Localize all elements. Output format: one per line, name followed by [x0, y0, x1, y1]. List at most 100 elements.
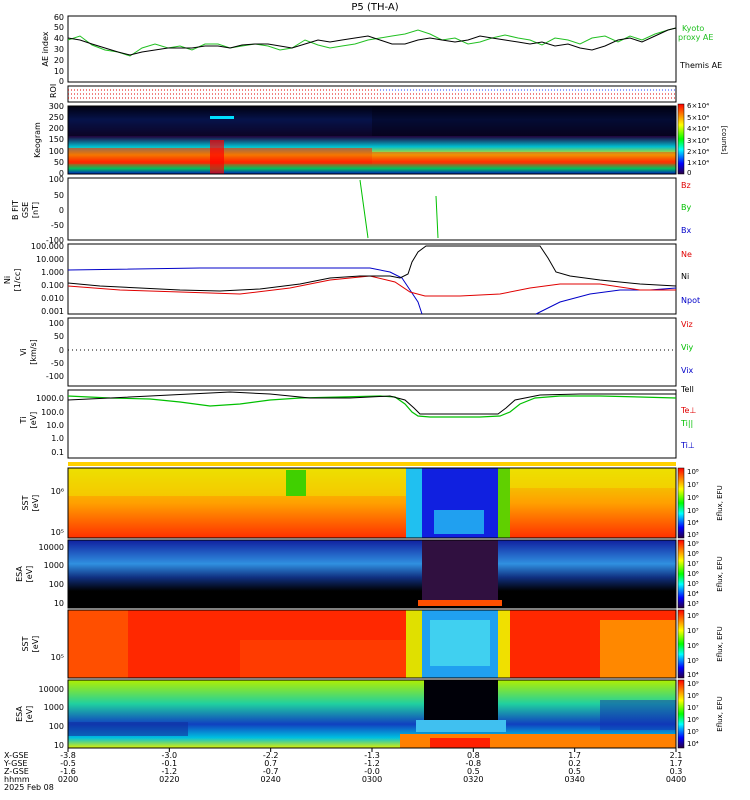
keogram-colorbar	[677, 103, 685, 175]
esa-e-ylabel-2: [eV]	[25, 566, 34, 583]
cb-sst-i-label: Eflux, EFU	[716, 626, 724, 661]
xaxis-value: 0300	[362, 775, 382, 784]
xaxis-value: -1.2	[364, 759, 380, 768]
panel-keogram: Keogram 300 250 200 150 100 50 0 6×10⁴ 5…	[33, 102, 728, 178]
ae-tick-40: 40	[54, 34, 64, 43]
xaxis-value: -0.0	[364, 767, 380, 776]
cb-esa-e-1e3: 10³	[687, 600, 699, 608]
cb-sst-i-1e5: 10⁵	[687, 657, 699, 665]
xaxis-value: 0340	[564, 775, 584, 784]
sst-e-ylabel-1: SST	[21, 495, 30, 510]
esa-e-ylabel-1: ESA	[15, 566, 24, 582]
xaxis-columns: -3.8-0.5-1.60200-3.0-0.1-1.20220-2.20.7-…	[58, 748, 686, 784]
cb-sst-e-1e4: 10⁴	[687, 519, 699, 527]
xaxis-value: -0.1	[162, 759, 178, 768]
ti-tpar-line	[67, 395, 677, 418]
xaxis-value: -3.8	[60, 751, 76, 760]
ni-tick-10: 10.000	[36, 255, 64, 264]
vi-tick-50: 50	[54, 332, 64, 341]
keogram-ylabel: Keogram	[33, 122, 42, 158]
bfit-ylabel-2: GSE	[21, 202, 30, 218]
x-axis: X-GSE Y-GSE Z-GSE hhmm 2025 Feb 08 -3.8-…	[3, 748, 686, 792]
cb-esa-i-1e6: 10⁶	[687, 716, 699, 724]
cb-esa-i	[677, 679, 685, 749]
panel-ni: Ni [1/cc] 100.000 10.000 1.000 0.100 0.0…	[3, 242, 700, 316]
cb-sst-i-1e7: 10⁷	[687, 627, 699, 635]
cb-esa-e-1e9: 10⁹	[687, 540, 699, 548]
xaxis-value: 0.5	[568, 767, 581, 776]
panel-esa-i: ESA [eV] 10000 1000 100 10	[15, 679, 677, 750]
cb-esa-i-label: Eflux, EFU	[716, 696, 724, 731]
vi-legend-viy: Viy	[681, 343, 694, 352]
bfit-tick-m50: -50	[51, 221, 64, 230]
sst-i-ylabel-2: [eV]	[31, 636, 40, 653]
cb-sst-e-1e6: 10⁶	[687, 494, 699, 502]
cb-sst-e-1e3: 10³	[687, 531, 699, 539]
vi-legend-viz: Viz	[681, 320, 693, 329]
xaxis-row-y: Y-GSE	[3, 759, 27, 768]
esa-i-ylabel-2: [eV]	[25, 706, 34, 723]
bfit-tick-m100: -100	[46, 236, 64, 245]
ae-tick-60: 60	[54, 13, 64, 22]
keo-tick-250: 250	[49, 113, 64, 122]
xaxis-value: -3.0	[162, 751, 178, 760]
ae-ylabel: AE index	[41, 31, 50, 66]
ae-themis-line	[67, 27, 677, 56]
cb-esa-e-label: Eflux, EFU	[716, 556, 724, 591]
esa-i-tick-100: 100	[49, 722, 64, 731]
keo-cb-0: 0	[687, 169, 691, 177]
xaxis-value: 0320	[463, 775, 483, 784]
xaxis-row-hhmm: hhmm	[4, 775, 30, 784]
cb-esa-e-1e8: 10⁸	[687, 550, 699, 558]
xaxis-value: -0.7	[263, 767, 279, 776]
ae-tick-0: 0	[59, 77, 64, 86]
ti-legend-tell: Tell	[680, 385, 694, 394]
panel-roi: ROI	[49, 84, 677, 103]
bfit-ylabel-3: [nT]	[31, 202, 40, 218]
ni-npot-line	[67, 267, 423, 315]
vi-tick-100: 100	[49, 319, 64, 328]
esa-e-tick-100: 100	[49, 580, 64, 589]
ae-tick-10: 10	[54, 67, 64, 76]
bfit-legend-by: By	[681, 203, 691, 212]
spectrogram-colorbars: 10⁸ 10⁷ 10⁶ 10⁵ 10⁴ 10³ Eflux, EFU 10⁹ 1…	[677, 467, 724, 749]
ae-kyoto-line	[67, 27, 677, 57]
cb-esa-i-1e5: 10⁵	[687, 728, 699, 736]
sst-e-tick-1e6: 10⁶	[51, 487, 64, 496]
xaxis-value: 0400	[666, 775, 686, 784]
ni-tick-100: 100.000	[31, 242, 64, 251]
cb-sst-e-label: Eflux, EFU	[716, 485, 724, 520]
panel-sst-i: SST [eV] 10⁵	[21, 609, 677, 679]
xaxis-value: -1.3	[364, 751, 380, 760]
xaxis-value: 0200	[58, 775, 78, 784]
ae-tick-20: 20	[54, 56, 64, 65]
figure-title: P5 (TH-A)	[351, 2, 398, 13]
ni-ne-line	[67, 275, 676, 297]
ae-ticks: 60 50 40 30 20 10 0	[54, 13, 64, 86]
panel-ae: AE index 60 50 40 30 20 10 0 Kyoto proxy…	[41, 13, 722, 86]
ti-tell-line	[67, 391, 676, 415]
cb-esa-e-1e4: 10⁴	[687, 590, 699, 598]
esa-i-tick-10000: 10000	[39, 685, 64, 694]
sst-e-ylabel-2: [eV]	[31, 495, 40, 512]
ti-tick-100: 100.0	[41, 408, 64, 417]
keo-cb-1: 1×10⁴	[687, 159, 709, 167]
cb-sst-i	[677, 609, 685, 679]
roi-ylabel: ROI	[49, 84, 58, 98]
ae-legend-proxy: proxy AE	[678, 33, 713, 42]
esa-i-ylabel-1: ESA	[15, 706, 24, 722]
ae-tick-30: 30	[54, 45, 64, 54]
ti-legend-tipar: Ti||	[680, 419, 693, 428]
cb-sst-e-1e5: 10⁵	[687, 507, 699, 515]
xaxis-value: 0.2	[568, 759, 581, 768]
cb-sst-i-1e6: 10⁶	[687, 642, 699, 650]
keo-tick-150: 150	[49, 135, 64, 144]
xaxis-row-date: 2025 Feb 08	[4, 783, 54, 792]
cb-esa-i-1e9: 10⁹	[687, 680, 699, 688]
vi-tick-0: 0	[59, 346, 64, 355]
bfit-ylabel-1: B FIT	[11, 200, 20, 220]
vi-tick-m50: -50	[51, 359, 64, 368]
panel-esa-e: ESA [eV] 10000 1000 100 10	[15, 539, 677, 609]
cb-sst-e-1e8: 10⁸	[687, 468, 699, 476]
